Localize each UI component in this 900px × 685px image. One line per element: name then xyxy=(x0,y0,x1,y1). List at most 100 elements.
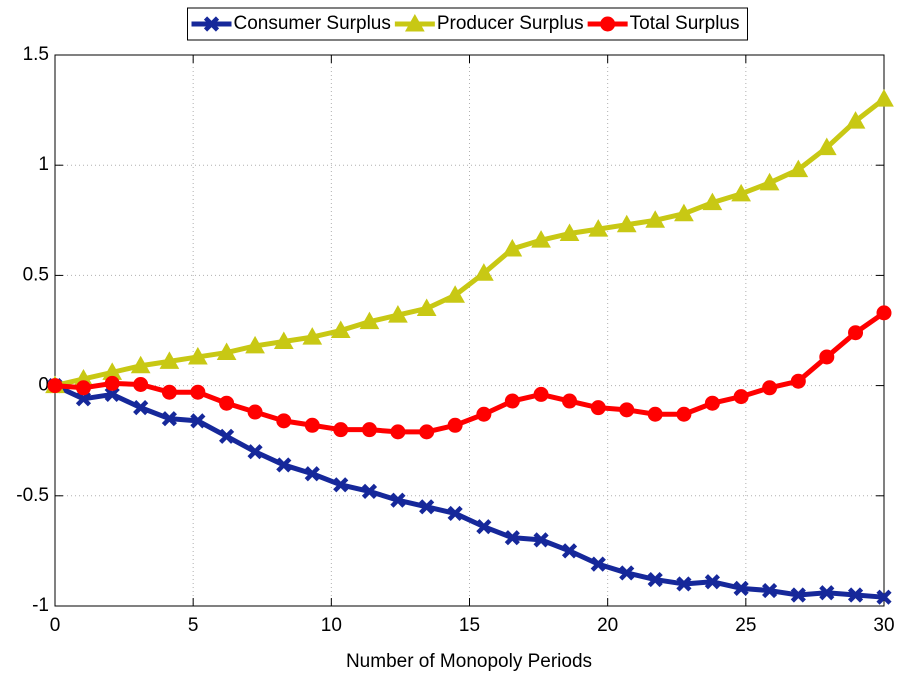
data-point xyxy=(676,406,692,422)
data-point xyxy=(762,582,778,599)
legend-marker xyxy=(600,16,616,32)
legend-label: Consumer Surplus xyxy=(234,13,391,34)
data-point xyxy=(533,532,549,548)
data-point xyxy=(788,159,809,178)
data-point xyxy=(104,375,120,391)
legend-label: Producer Surplus xyxy=(437,13,584,34)
data-point xyxy=(190,384,206,400)
legend-marker xyxy=(203,16,220,32)
data-point xyxy=(876,589,892,605)
data-point xyxy=(674,203,694,222)
data-point xyxy=(390,492,406,508)
y-tick-label: -1 xyxy=(32,595,49,616)
data-point xyxy=(559,223,580,242)
data-point xyxy=(75,380,91,396)
data-point xyxy=(304,466,320,482)
y-tick-label: -0.5 xyxy=(16,485,49,506)
legend-box xyxy=(187,7,748,41)
y-tick-label: 1.5 xyxy=(23,44,49,65)
plot-frame xyxy=(54,54,885,607)
data-point xyxy=(447,417,463,433)
data-point xyxy=(562,393,578,409)
data-point xyxy=(276,457,292,473)
data-point xyxy=(502,238,523,257)
y-tick-label: 1 xyxy=(38,154,49,175)
data-point xyxy=(419,424,435,440)
data-point xyxy=(819,349,835,365)
data-point xyxy=(447,505,463,522)
x-axis-label: Number of Monopoly Periods xyxy=(346,651,592,672)
x-tick-label: 10 xyxy=(321,615,342,636)
data-point xyxy=(790,373,806,389)
data-point xyxy=(273,331,294,350)
data-point xyxy=(733,580,749,596)
data-point xyxy=(590,400,606,416)
data-point xyxy=(647,406,663,422)
data-point xyxy=(704,574,720,590)
x-tick-label: 30 xyxy=(873,615,894,636)
data-point xyxy=(302,327,323,345)
legend: Consumer Surplus Producer Surplus Total Su… xyxy=(187,7,748,41)
data-point xyxy=(219,428,235,444)
data-point xyxy=(188,346,208,365)
data-point xyxy=(704,395,720,411)
data-point xyxy=(190,413,206,429)
data-point xyxy=(645,210,666,228)
data-point xyxy=(762,380,778,396)
x-tick-label: 0 xyxy=(50,615,61,636)
data-point xyxy=(533,386,549,402)
data-point xyxy=(159,351,180,369)
data-point xyxy=(219,395,235,411)
data-point xyxy=(388,305,408,323)
data-point xyxy=(47,378,63,394)
data-point xyxy=(361,483,378,499)
data-point xyxy=(416,298,437,316)
data-point xyxy=(476,406,492,422)
data-point xyxy=(359,311,380,330)
data-point xyxy=(676,576,692,592)
data-point xyxy=(876,305,892,321)
y-tick-label: 0 xyxy=(38,375,49,396)
data-point xyxy=(133,400,149,416)
data-point xyxy=(333,477,349,493)
data-point xyxy=(561,543,578,559)
data-point xyxy=(276,413,292,429)
data-point xyxy=(816,137,837,156)
data-point xyxy=(247,404,263,420)
series-line xyxy=(53,383,885,600)
y-tick-label: 0.5 xyxy=(23,264,49,285)
data-point xyxy=(590,556,606,572)
data-point xyxy=(759,172,780,191)
data-point xyxy=(333,422,349,438)
data-point xyxy=(133,376,149,392)
data-point xyxy=(419,499,435,515)
data-point xyxy=(619,402,635,418)
data-point xyxy=(445,285,465,303)
data-point xyxy=(330,320,351,338)
data-point xyxy=(733,389,749,405)
x-tick-label: 25 xyxy=(735,615,756,636)
data-point xyxy=(130,355,151,374)
data-point xyxy=(819,585,835,601)
data-point xyxy=(616,214,637,233)
legend-label: Total Surplus xyxy=(630,13,740,34)
data-point xyxy=(247,444,263,460)
data-point xyxy=(619,565,635,581)
data-point xyxy=(245,335,265,354)
data-point xyxy=(847,587,864,603)
x-tick-label: 15 xyxy=(459,615,480,636)
data-point xyxy=(702,192,723,211)
data-point xyxy=(848,325,864,341)
data-point xyxy=(731,183,751,202)
data-point xyxy=(161,411,177,427)
data-point xyxy=(588,219,609,237)
data-point xyxy=(647,571,663,588)
data-point xyxy=(161,384,177,400)
legend-marker xyxy=(404,13,425,32)
data-point xyxy=(104,386,120,403)
data-point xyxy=(874,89,894,107)
data-point xyxy=(304,417,320,433)
data-point xyxy=(361,422,377,438)
data-point xyxy=(790,587,806,603)
